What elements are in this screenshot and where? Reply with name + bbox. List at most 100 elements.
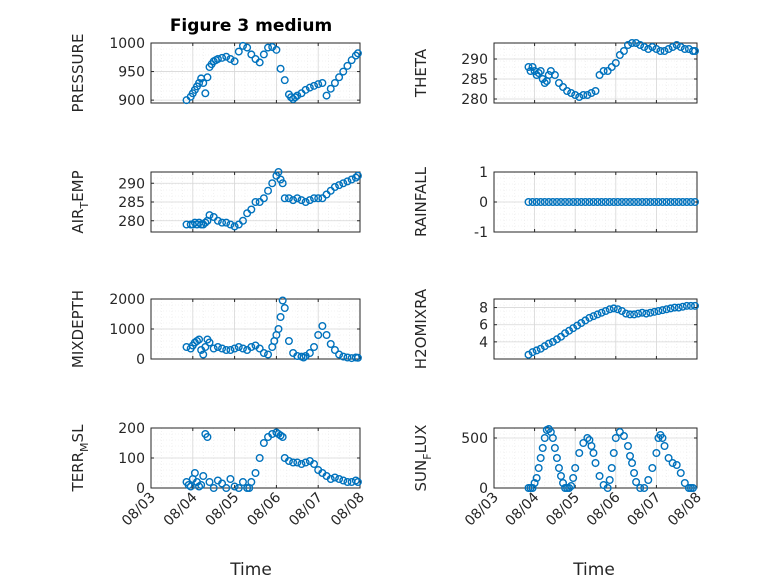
data-point [534, 68, 543, 77]
data-point [644, 45, 653, 54]
x-axis-label-right: Time [572, 560, 615, 580]
data-point [264, 186, 273, 195]
data-point [589, 197, 598, 206]
data-point [226, 346, 235, 355]
data-point [682, 301, 691, 310]
data-point [528, 348, 537, 357]
data-point [238, 216, 247, 225]
axes-box [493, 298, 698, 360]
data-point [650, 307, 659, 316]
minor-grid [493, 427, 698, 489]
data-series [182, 167, 362, 231]
data-point [351, 173, 360, 182]
data-point [664, 45, 673, 54]
data-point [259, 439, 268, 448]
subplot-4: -1 0 1 RAINFALL [412, 165, 699, 241]
data-point [301, 458, 310, 467]
data-point [638, 308, 647, 317]
data-point [213, 343, 222, 352]
data-point [642, 197, 651, 206]
data-point [339, 67, 348, 76]
data-point [528, 63, 537, 72]
data-point [278, 433, 287, 442]
data-point [556, 197, 565, 206]
data-point [636, 41, 645, 50]
data-point [536, 454, 545, 463]
data-point [682, 197, 691, 206]
data-point [638, 197, 647, 206]
data-point [548, 197, 557, 206]
data-point [561, 197, 570, 206]
y-tick-label: 2000 [109, 292, 145, 308]
data-series [524, 425, 697, 493]
data-point [301, 197, 310, 206]
data-point [626, 310, 635, 319]
data-series [182, 41, 362, 105]
y-axis-label-main: PRESSURE [69, 34, 87, 113]
data-point [314, 80, 323, 89]
data-point [353, 49, 362, 58]
data-point [222, 346, 231, 355]
data-point [186, 482, 195, 491]
data-point [205, 338, 214, 347]
data-point [613, 305, 622, 314]
data-point [274, 325, 283, 334]
data-point [609, 197, 618, 206]
data-point [291, 93, 300, 102]
y-axis-label-rest: EMP [69, 170, 87, 201]
y-tick-label: 285 [118, 195, 145, 211]
data-point [680, 479, 689, 488]
data-point [658, 197, 667, 206]
data-point [678, 197, 687, 206]
data-point [322, 331, 331, 340]
data-point [591, 86, 600, 95]
data-point [276, 64, 285, 73]
data-point [630, 197, 639, 206]
data-point [595, 70, 604, 79]
subplot-2: 280 285 290 THETA [412, 39, 699, 108]
data-point [567, 88, 576, 97]
data-point [567, 482, 576, 491]
data-point [666, 304, 675, 313]
data-point [528, 197, 537, 206]
data-point [278, 296, 287, 305]
subplot-6: 468 H2OMIXRA [412, 288, 699, 369]
data-point [234, 47, 243, 56]
data-point [226, 475, 235, 484]
data-point [686, 197, 695, 206]
data-point [652, 449, 661, 458]
y-tick-label: 1 [479, 165, 488, 181]
data-point [293, 458, 302, 467]
data-point [343, 177, 352, 186]
y-tick-label: 0 [479, 481, 488, 497]
data-point [259, 50, 268, 59]
data-point [201, 89, 210, 98]
data-point [583, 90, 592, 99]
figure-title: Figure 3 medium [170, 16, 332, 36]
axes-box [150, 42, 361, 104]
data-point [575, 92, 584, 101]
subplot-5: 0 1000 2000 MIXDEPTH [69, 290, 362, 368]
data-point [563, 86, 572, 95]
y-tick-label: 900 [118, 93, 145, 109]
data-point [284, 337, 293, 346]
y-axis-label: RAINFALL [412, 166, 430, 237]
data-point [593, 310, 602, 319]
data-point [630, 469, 639, 478]
data-point [343, 353, 352, 362]
data-point [201, 218, 210, 227]
data-point [565, 484, 574, 493]
data-point [538, 444, 547, 453]
y-axis-label: SUNFLUX [412, 425, 434, 492]
data-point [276, 313, 285, 322]
data-point [579, 90, 588, 99]
data-point [559, 82, 568, 91]
data-point [595, 472, 604, 481]
data-point [222, 484, 231, 493]
data-point [280, 194, 289, 203]
data-point [589, 449, 598, 458]
data-point [540, 78, 549, 87]
data-point [280, 76, 289, 85]
y-tick-label: 0 [479, 195, 488, 211]
